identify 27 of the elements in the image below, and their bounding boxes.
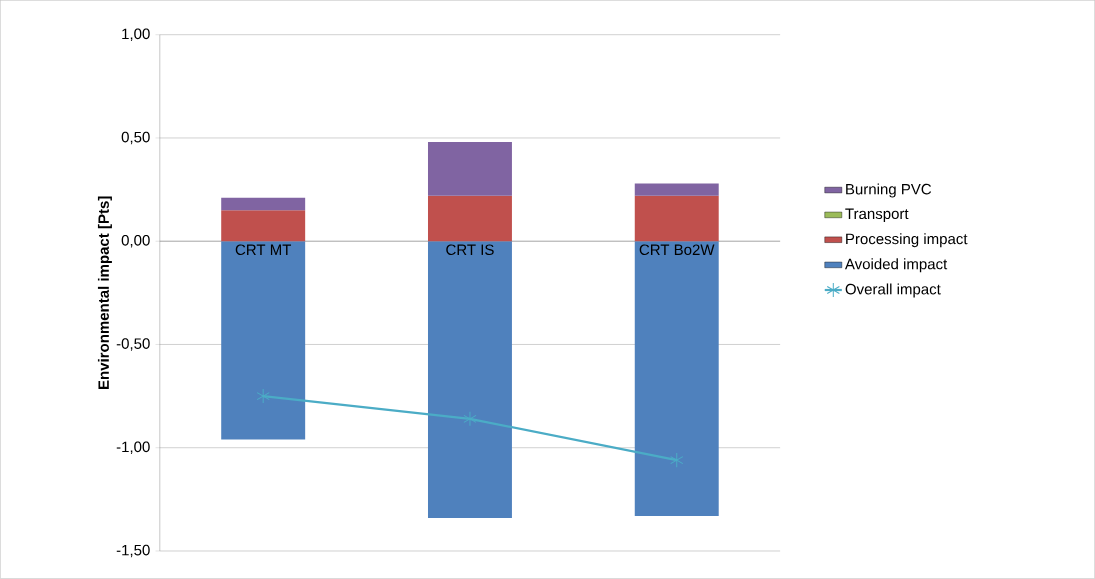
x-tick-label: CRT MT (235, 244, 292, 256)
bar (634, 183, 719, 196)
bar (427, 142, 512, 196)
legend-label: Burning PVC (846, 183, 932, 198)
legend-label: Transport (845, 208, 909, 223)
bar (634, 195, 719, 242)
y-axis-title: Environmental impact [Pts] (97, 196, 112, 390)
point (463, 411, 477, 427)
y-tick-label: 0,50 (121, 131, 150, 145)
bar (427, 195, 512, 242)
point (670, 452, 684, 468)
y-tick-label: -0,50 (116, 338, 150, 351)
bar (427, 241, 512, 519)
bar (221, 241, 306, 440)
y-tick-label: -1,50 (116, 544, 150, 558)
y-tick-label: 0,00 (121, 235, 150, 248)
bar (634, 241, 719, 517)
point (256, 388, 270, 404)
bar (221, 210, 306, 242)
y-tick-label: 1,00 (122, 28, 150, 42)
y-tick-label: -1,00 (116, 441, 150, 455)
legend-label: Processing impact (846, 233, 968, 248)
legend-label: Overall impact (845, 283, 941, 298)
x-tick-label: CRT IS (446, 244, 494, 256)
bar (221, 198, 306, 211)
x-tick-label: CRT Bo2W (639, 244, 715, 256)
legend-label: Avoided impact (844, 258, 948, 273)
